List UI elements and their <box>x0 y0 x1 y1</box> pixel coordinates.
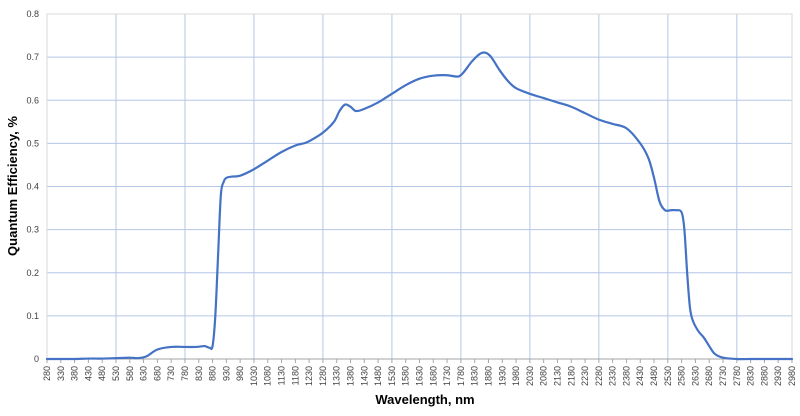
x-tick-label: 2580 <box>677 366 687 386</box>
x-tick-label: 2180 <box>566 366 576 386</box>
x-tick-label: 580 <box>125 366 135 381</box>
chart-grid <box>47 13 792 359</box>
x-tick-label: 280 <box>42 366 52 381</box>
x-tick-label: 330 <box>56 366 66 381</box>
x-tick-label: 2880 <box>759 366 769 386</box>
x-tick-label: 2680 <box>704 366 714 386</box>
x-tick-label: 2080 <box>539 366 549 386</box>
x-tick-label: 730 <box>166 366 176 381</box>
x-tick-label: 2530 <box>663 366 673 386</box>
x-tick-label: 880 <box>208 366 218 381</box>
x-tick-label: 2130 <box>552 366 562 386</box>
x-tick-label: 1180 <box>290 366 300 385</box>
x-tick-label: 380 <box>70 366 80 381</box>
x-tick-label: 1430 <box>359 366 369 386</box>
y-tick-label: 0.8 <box>26 9 39 19</box>
y-tick-label: 0.1 <box>26 311 39 321</box>
x-tick-label: 2980 <box>787 366 797 386</box>
series-line-0 <box>45 51 794 361</box>
x-tick-label: 930 <box>221 366 231 381</box>
x-tick-label: 1280 <box>318 366 328 386</box>
x-axis-tick-labels: 280 330 380 430 480 530 580 630 680 730 780 830 880 9… <box>42 366 797 386</box>
x-tick-label: 530 <box>111 366 121 381</box>
y-axis-tick-labels: 0 0.1 0.2 0.3 0.4 0.5 0.6 0.7 0.8 <box>26 9 39 364</box>
x-tick-label: 1830 <box>470 366 480 386</box>
x-tick-label: 2280 <box>594 366 604 386</box>
x-tick-label: 680 <box>152 366 162 381</box>
y-tick-label: 0 <box>34 354 39 364</box>
x-tick-label: 1330 <box>332 366 342 386</box>
x-tick-label: 1980 <box>511 366 521 386</box>
x-tick-label: 1230 <box>304 366 314 386</box>
x-tick-label: 1880 <box>483 366 493 386</box>
x-tick-label: 1380 <box>346 366 356 386</box>
chart-series-layer <box>45 51 794 361</box>
x-tick-label: 780 <box>180 366 190 381</box>
x-tick-label: 1930 <box>497 366 507 386</box>
x-tick-label: 2380 <box>621 366 631 386</box>
x-tick-label: 1480 <box>373 366 383 386</box>
y-tick-label: 0.2 <box>26 268 39 278</box>
x-tick-label: 2230 <box>580 366 590 386</box>
x-tick-label: 430 <box>83 366 93 381</box>
y-tick-label: 0.4 <box>26 182 39 192</box>
x-tick-label: 480 <box>97 366 107 381</box>
x-tick-label: 1030 <box>249 366 259 386</box>
chart-axes <box>46 13 793 363</box>
x-tick-label: 2830 <box>746 366 756 386</box>
x-axis-title: Wavelength, nm <box>375 392 474 407</box>
x-tick-label: 2930 <box>773 366 783 386</box>
x-tick-label: 2630 <box>690 366 700 386</box>
x-tick-label: 2330 <box>608 366 618 386</box>
x-tick-label: 1780 <box>456 366 466 386</box>
x-tick-label: 980 <box>235 366 245 381</box>
x-tick-label: 1580 <box>401 366 411 386</box>
x-tick-label: 2030 <box>525 366 535 386</box>
x-tick-label: 1630 <box>415 366 425 386</box>
y-tick-label: 0.6 <box>26 95 39 105</box>
y-tick-label: 0.5 <box>26 138 39 148</box>
y-tick-label: 0.3 <box>26 225 39 235</box>
x-tick-label: 1130 <box>277 366 287 385</box>
x-tick-label: 2730 <box>718 366 728 386</box>
x-tick-label: 2480 <box>649 366 659 386</box>
x-tick-label: 1680 <box>428 366 438 386</box>
x-tick-label: 2780 <box>732 366 742 386</box>
y-tick-label: 0.7 <box>26 52 39 62</box>
x-tick-label: 1080 <box>263 366 273 386</box>
y-axis-title: Quantum Efficiency, % <box>5 116 20 256</box>
x-tick-label: 830 <box>194 366 204 381</box>
x-tick-label: 1530 <box>387 366 397 386</box>
x-tick-label: 2430 <box>635 366 645 386</box>
x-tick-label: 630 <box>139 366 149 381</box>
x-tick-label: 1730 <box>442 366 452 386</box>
